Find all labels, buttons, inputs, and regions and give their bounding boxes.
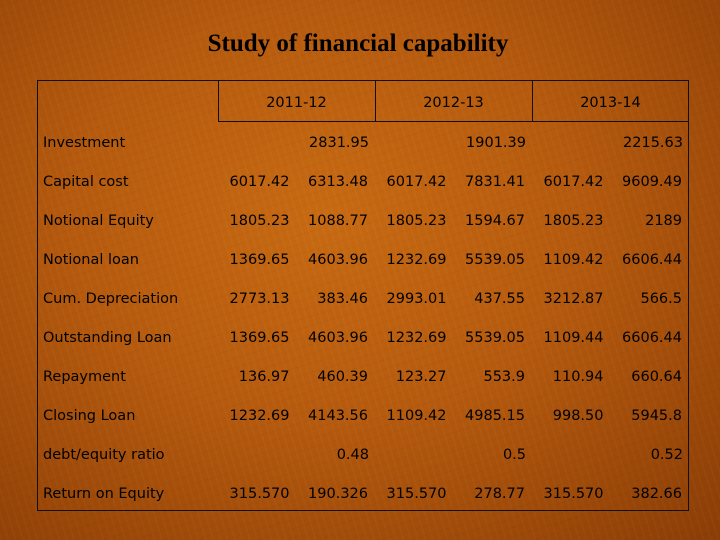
table-cell: 382.66 — [631, 485, 682, 502]
header-divider — [218, 121, 689, 122]
row-label: debt/equity ratio — [43, 446, 165, 463]
table-cell: 437.55 — [474, 290, 525, 307]
table-cell: 7831.41 — [465, 173, 525, 190]
table-cell: 4603.96 — [308, 329, 368, 346]
table-cell: 4985.15 — [465, 407, 525, 424]
table-cell: 6017.42 — [386, 173, 447, 190]
table-cell: 9609.49 — [622, 173, 682, 190]
year-header: 2013-14 — [580, 95, 641, 111]
table-cell: 1805.23 — [229, 212, 290, 229]
table-cell: 0.5 — [502, 446, 526, 463]
table-cell: 660.64 — [631, 368, 682, 385]
table-cell: 1109.44 — [543, 329, 604, 346]
table-cell: 5539.05 — [465, 251, 525, 268]
table-cell: 315.570 — [386, 485, 447, 502]
year-header: 2012-13 — [423, 95, 484, 111]
table-cell: 6606.44 — [622, 329, 682, 346]
table-cell: 1369.65 — [229, 251, 290, 268]
table-cell: 4603.96 — [308, 251, 368, 268]
table-cell: 123.27 — [395, 368, 447, 385]
header-col-divider — [375, 81, 376, 121]
table-cell: 0.52 — [650, 446, 683, 463]
table-cell: 6606.44 — [622, 251, 682, 268]
financial-table: 2011-12 2012-13 2013-14 Investment 2831.95 19… — [37, 80, 689, 511]
table-cell: 1232.69 — [386, 251, 447, 268]
table-cell: 315.570 — [229, 485, 290, 502]
table-cell: 315.570 — [543, 485, 604, 502]
table-border-right — [688, 81, 689, 511]
row-label: Capital cost — [43, 173, 129, 190]
table-border-bottom — [38, 510, 689, 511]
table-cell: 1109.42 — [386, 407, 447, 424]
table-cell: 1369.65 — [229, 329, 290, 346]
table-cell: 553.9 — [483, 368, 525, 385]
table-cell: 278.77 — [474, 485, 525, 502]
row-label: Notional Equity — [43, 212, 154, 229]
header-col-divider — [532, 81, 533, 121]
table-cell: 5945.8 — [631, 407, 682, 424]
table-cell: 1232.69 — [229, 407, 290, 424]
row-label: Outstanding Loan — [43, 329, 172, 346]
table-cell: 2189 — [645, 212, 682, 229]
row-label: Cum. Depreciation — [43, 290, 179, 307]
row-label: Closing Loan — [43, 407, 136, 424]
table-cell: 5539.05 — [465, 329, 525, 346]
table-cell: 4143.56 — [308, 407, 368, 424]
table-cell: 6313.48 — [308, 173, 368, 190]
table-cell: 2215.63 — [623, 134, 683, 151]
table-cell: 136.97 — [238, 368, 290, 385]
table-cell: 460.39 — [317, 368, 368, 385]
table-cell: 1232.69 — [386, 329, 447, 346]
year-header: 2011-12 — [266, 95, 327, 111]
table-cell: 190.326 — [308, 485, 368, 502]
row-label: Return on Equity — [43, 485, 165, 502]
table-cell: 6017.42 — [543, 173, 604, 190]
row-label: Investment — [43, 134, 126, 151]
table-cell: 2993.01 — [386, 290, 447, 307]
table-cell: 1109.42 — [543, 251, 604, 268]
table-cell: 0.48 — [336, 446, 369, 463]
row-label: Notional loan — [43, 251, 139, 268]
table-cell: 1805.23 — [543, 212, 604, 229]
table-cell: 6017.42 — [229, 173, 290, 190]
table-cell: 1594.67 — [465, 212, 525, 229]
page-title: Study of financial capability — [207, 30, 509, 57]
table-cell: 110.94 — [552, 368, 604, 385]
table-cell: 566.5 — [640, 290, 682, 307]
table-cell: 1088.77 — [308, 212, 368, 229]
table-cell: 3212.87 — [543, 290, 604, 307]
row-label: Repayment — [43, 368, 126, 385]
table-cell: 2831.95 — [309, 134, 369, 151]
table-cell: 1901.39 — [466, 134, 526, 151]
header-col-divider — [218, 81, 219, 121]
table-cell: 998.50 — [552, 407, 604, 424]
table-cell: 383.46 — [317, 290, 368, 307]
table-cell: 1805.23 — [386, 212, 447, 229]
table-cell: 2773.13 — [229, 290, 290, 307]
